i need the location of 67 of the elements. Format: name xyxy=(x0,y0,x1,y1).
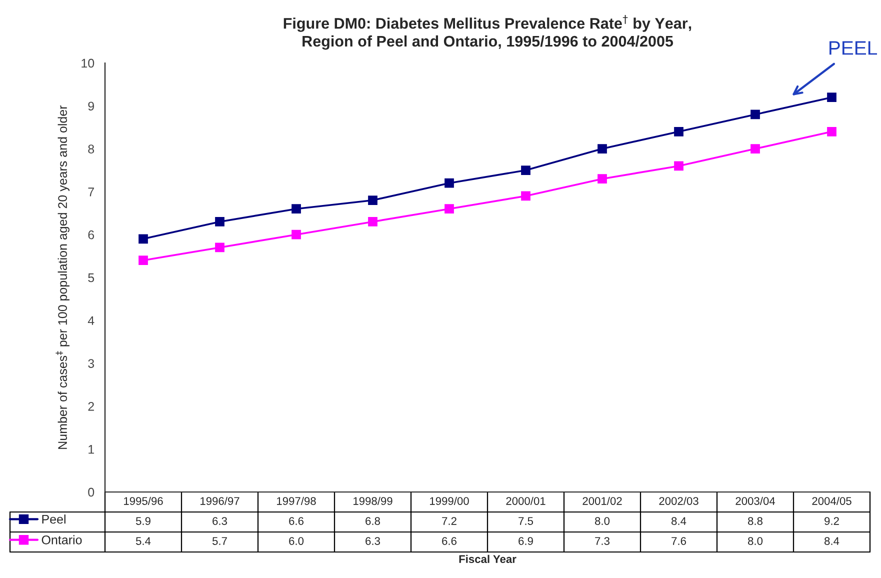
y-axis-title: Number of cases$^{‡}$ per 100 population aged 20 years and older xyxy=(56,105,70,449)
data-label: 7.2 xyxy=(442,517,456,525)
data-label: 8.4 xyxy=(672,517,686,525)
point xyxy=(444,204,454,214)
data-label: 7.6 xyxy=(672,537,686,545)
y-tick-label: 3 xyxy=(88,359,94,368)
x-tick-label: 2003/04 xyxy=(736,496,776,505)
y-tick-label: 0 xyxy=(88,488,94,497)
point xyxy=(674,126,684,136)
point xyxy=(368,217,378,226)
annotation: PEEL xyxy=(830,41,877,55)
data-label: 8.8 xyxy=(748,517,762,525)
x-tick-label: 2004/05 xyxy=(812,496,852,505)
point xyxy=(674,161,684,171)
point xyxy=(138,234,148,244)
x-tick-label: 1998/99 xyxy=(354,496,392,505)
point xyxy=(138,256,148,266)
data-label: 6.9 xyxy=(518,537,533,545)
x-tick-label: 2000/01 xyxy=(506,496,546,505)
point xyxy=(750,110,760,120)
y-tick-label: 1 xyxy=(88,445,94,454)
point xyxy=(827,92,836,102)
chart-title: Figure DM0: Diabetes Mellitus Prevalence Rate$^{†}$ by Year, Region of Peel and Ontario, 1995/1996 to 2004/2005 xyxy=(284,15,692,50)
y-tick-label: 6 xyxy=(88,230,94,240)
data-label: 6.0 xyxy=(289,537,304,545)
point xyxy=(598,144,607,154)
x-tick-label: 2001/02 xyxy=(582,496,622,505)
y-tick-label: 4 xyxy=(88,316,94,325)
point xyxy=(215,242,224,252)
point xyxy=(750,144,760,154)
point xyxy=(368,196,378,205)
point xyxy=(827,126,836,136)
x-tick-label: 2002/03 xyxy=(659,496,698,505)
data-label: 6.6 xyxy=(289,517,304,525)
point xyxy=(292,230,301,240)
x-tick-label: 1997/98 xyxy=(277,496,316,505)
data-label: 5.9 xyxy=(136,517,150,525)
data-label: 6.3 xyxy=(366,537,380,545)
x-tick-label: 1995/96 xyxy=(124,496,163,505)
point xyxy=(444,178,454,188)
y-tick-label: 8 xyxy=(88,144,94,154)
data-label: 6.8 xyxy=(366,517,380,525)
point xyxy=(292,204,301,214)
data-label: 8.0 xyxy=(595,517,610,525)
point xyxy=(598,174,607,184)
data-label: 7.5 xyxy=(518,517,534,525)
data-label: 6.3 xyxy=(212,517,227,525)
y-tick-label: 10 xyxy=(82,58,94,68)
x-tick-label: 1996/97 xyxy=(200,496,240,505)
y-tick-label: 9 xyxy=(88,102,94,111)
data-label: 5.7 xyxy=(212,537,227,545)
data-label: 7.3 xyxy=(595,537,610,545)
data-label: 8.0 xyxy=(748,537,763,545)
point xyxy=(215,217,224,226)
y-tick-label: 7 xyxy=(88,188,94,196)
x-tick-label: 1999/00 xyxy=(430,496,469,505)
legend-label: Ontario xyxy=(42,535,82,544)
point xyxy=(521,191,530,201)
x-axis-title: Fiscal Year xyxy=(459,554,516,564)
data-label: 8.4 xyxy=(824,537,840,545)
data-label: 6.6 xyxy=(442,537,456,545)
y-tick-label: 5 xyxy=(88,273,94,282)
y-tick-label: 2 xyxy=(88,402,94,411)
data-label: 5.4 xyxy=(136,537,151,545)
legend-label: Peel xyxy=(42,514,66,524)
point xyxy=(521,166,530,175)
data-label: 9.2 xyxy=(824,517,839,525)
